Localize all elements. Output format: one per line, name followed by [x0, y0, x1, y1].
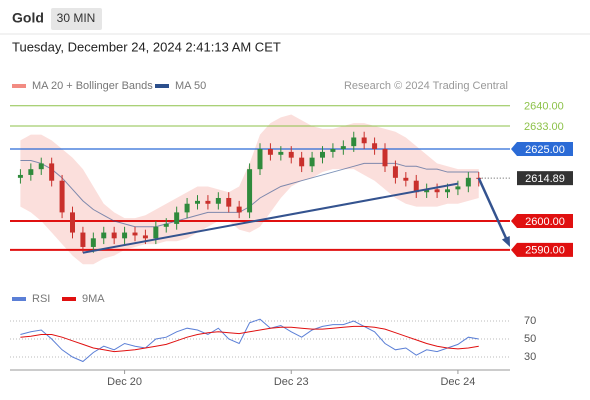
legend-label: MA 20 + Bollinger Bands [32, 80, 153, 92]
candle-body [132, 232, 138, 236]
instrument: Gold [12, 10, 44, 26]
candle-body [330, 149, 336, 152]
timeframe: 30 MIN [57, 11, 96, 25]
x-tick-label: Dec 20 [107, 376, 142, 388]
candle-body [372, 143, 378, 150]
candle-body [392, 166, 398, 178]
forecast-arrow [477, 177, 509, 243]
legend-label: 9MA [82, 293, 105, 305]
timestamp: Tuesday, December 24, 2024 2:41:13 AM CE… [12, 39, 281, 54]
candle-body [59, 180, 65, 213]
candle-body [267, 149, 273, 155]
rsi-line [20, 325, 479, 353]
candle-body [445, 189, 450, 193]
level-box [511, 242, 573, 257]
candle-body [163, 223, 169, 227]
rsi-tick-label: 30 [524, 351, 536, 363]
candle-body [195, 200, 200, 204]
candle-body [403, 177, 409, 181]
candle-body [38, 163, 44, 170]
candle-body [153, 226, 159, 239]
candle-body [247, 169, 253, 213]
candle-body [257, 149, 263, 170]
legend-swatch [12, 297, 26, 301]
level-label: 2633.00 [524, 121, 564, 133]
candle-body [361, 137, 367, 144]
legend-label: MA 50 [175, 80, 206, 92]
legend-swatch [62, 297, 76, 301]
level-box [517, 171, 573, 186]
trendline [82, 182, 459, 254]
candle-body [320, 151, 325, 158]
arrow-head [501, 235, 510, 247]
candle-body [424, 189, 430, 193]
candle-body [142, 235, 148, 239]
rsi-tick-label: 50 [524, 333, 536, 345]
candle-body [90, 238, 96, 247]
candle-body [17, 174, 23, 178]
candle-body [49, 163, 55, 181]
level-label: 2614.89 [525, 173, 565, 185]
candle-body [288, 151, 294, 158]
level-label: 2625.00 [525, 144, 565, 156]
candle-body [351, 137, 357, 147]
candle-body [455, 186, 461, 190]
candle-body [111, 232, 117, 239]
legend-label: RSI [32, 293, 50, 305]
candle-body [413, 180, 419, 193]
legend-swatch [12, 84, 26, 88]
level-label: 2600.00 [525, 216, 565, 228]
candle-body [80, 232, 86, 247]
candle-body [236, 206, 242, 213]
candle-body [174, 212, 180, 224]
rsi-tick-label: 70 [524, 315, 536, 327]
candle-body [101, 232, 107, 239]
level-label: 2590.00 [525, 245, 565, 257]
candle-body [28, 169, 34, 175]
level-box [511, 214, 573, 229]
candle-body [122, 232, 128, 239]
candle-body [434, 189, 440, 193]
legend-swatch [155, 84, 169, 88]
candle-body [382, 149, 388, 167]
timeframe-box [51, 8, 102, 30]
candle-body [70, 212, 75, 233]
candle-body [205, 200, 211, 204]
candle-body [309, 157, 315, 167]
candle-body [215, 197, 221, 204]
candle-body [299, 157, 305, 167]
candle-body [340, 146, 346, 150]
candle-body [465, 177, 471, 187]
candle-body [184, 203, 190, 213]
x-tick-label: Dec 23 [274, 376, 309, 388]
candle-body [278, 151, 284, 155]
candle-body [226, 197, 232, 207]
x-tick-label: Dec 24 [440, 376, 475, 388]
level-label: 2640.00 [524, 101, 564, 113]
rsi-line [20, 318, 479, 363]
level-box [511, 142, 573, 157]
source: Research © 2024 Trading Central [344, 80, 508, 92]
